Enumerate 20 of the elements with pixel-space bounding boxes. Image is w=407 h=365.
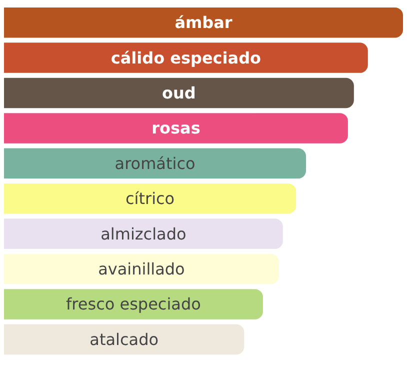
bar [4,42,368,73]
y-tick-label: fresco especiado [66,294,201,314]
bar [4,148,306,179]
bar [4,183,296,214]
y-tick-label: oud [162,84,196,102]
bar [4,113,348,144]
y-tick-label: ámbar [174,13,232,32]
bar [4,218,283,249]
bar [4,254,279,284]
y-tick-label: cálido especiado [110,48,262,68]
y-tick-label: almizclado [100,224,186,244]
y-tick-label: atalcado [90,330,159,349]
y-tick-label: cítrico [125,189,175,208]
bar [4,78,354,108]
bar [4,289,263,320]
y-tick-label: avainillado [98,260,185,278]
bar [4,324,244,355]
y-tick-label: aromático [114,154,196,173]
y-tick-label: rosas [152,118,200,138]
bar [4,7,403,38]
